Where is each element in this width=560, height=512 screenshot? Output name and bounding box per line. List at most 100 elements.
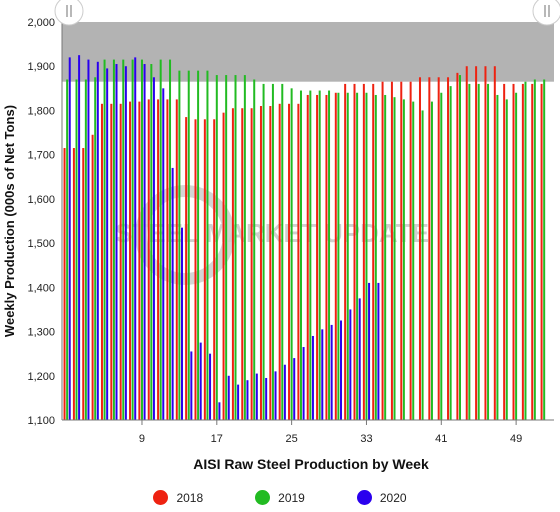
bar-2019-week-16[interactable] (206, 70, 209, 420)
bar-2019-week-14[interactable] (187, 70, 190, 420)
bar-2018-week-35[interactable] (381, 81, 384, 420)
bar-2020-week-17[interactable] (218, 402, 221, 420)
bar-2020-week-7[interactable] (124, 66, 127, 420)
bar-2018-week-3[interactable] (82, 148, 85, 420)
bar-2018-week-45[interactable] (475, 66, 478, 420)
bar-2019-week-43[interactable] (459, 75, 461, 420)
bar-2019-week-15[interactable] (197, 70, 200, 420)
bar-2020-week-2[interactable] (78, 55, 81, 420)
bar-2020-week-29[interactable] (330, 324, 333, 420)
bar-2020-week-26[interactable] (302, 347, 305, 420)
bar-2019-week-46[interactable] (487, 83, 490, 420)
bar-2020-week-24[interactable] (283, 364, 286, 420)
bar-2020-week-14[interactable] (190, 351, 193, 420)
bar-2019-week-44[interactable] (468, 83, 471, 420)
bar-2018-week-22[interactable] (259, 106, 262, 420)
bar-2019-week-12[interactable] (169, 59, 172, 420)
bar-2018-week-37[interactable] (400, 81, 403, 420)
bar-2020-week-5[interactable] (106, 68, 109, 420)
bar-2020-week-1[interactable] (68, 57, 71, 420)
bar-2019-week-10[interactable] (150, 64, 153, 420)
bar-2018-week-48[interactable] (503, 83, 506, 420)
bar-2018-week-27[interactable] (306, 94, 309, 420)
bar-2018-week-31[interactable] (344, 83, 347, 420)
bar-2020-week-32[interactable] (358, 298, 361, 420)
bar-2018-week-33[interactable] (362, 83, 365, 420)
bar-2020-week-18[interactable] (227, 375, 230, 420)
bar-2018-week-23[interactable] (269, 106, 272, 420)
bar-2019-week-48[interactable] (505, 99, 508, 420)
bar-2019-week-49[interactable] (515, 92, 518, 420)
bar-2018-week-52[interactable] (540, 83, 543, 420)
bar-2019-week-20[interactable] (243, 75, 246, 420)
bar-2019-week-24[interactable] (281, 83, 284, 420)
bar-2019-week-5[interactable] (103, 59, 106, 420)
bar-2020-week-34[interactable] (377, 282, 380, 420)
bar-2019-week-18[interactable] (225, 75, 228, 420)
bar-2019-week-25[interactable] (290, 88, 293, 420)
bar-2020-week-9[interactable] (143, 64, 146, 420)
bar-2018-week-9[interactable] (138, 101, 141, 420)
range-handle-right[interactable] (532, 0, 560, 26)
bar-2019-week-22[interactable] (262, 83, 265, 420)
bar-2019-week-51[interactable] (533, 79, 536, 420)
bar-2019-week-27[interactable] (309, 90, 312, 420)
bar-2018-week-41[interactable] (437, 77, 440, 420)
bar-2020-week-3[interactable] (87, 59, 90, 420)
bar-2018-week-12[interactable] (166, 99, 169, 420)
bar-2020-week-19[interactable] (237, 384, 240, 420)
bar-2020-week-31[interactable] (349, 309, 352, 420)
bar-2020-week-22[interactable] (265, 377, 268, 420)
bar-2018-week-24[interactable] (278, 103, 281, 420)
bar-2019-week-7[interactable] (122, 59, 125, 420)
bar-2019-week-21[interactable] (253, 79, 256, 420)
bar-2019-week-3[interactable] (84, 79, 87, 420)
bar-2018-week-1[interactable] (63, 148, 66, 420)
legend-item-2018[interactable]: 2018 (153, 490, 203, 505)
bar-2018-week-17[interactable] (213, 119, 216, 420)
bar-2020-week-12[interactable] (171, 167, 174, 420)
bar-2018-week-11[interactable] (157, 99, 160, 420)
bar-2020-week-10[interactable] (152, 77, 155, 420)
bar-2020-week-4[interactable] (96, 61, 99, 420)
bar-2019-week-37[interactable] (402, 99, 405, 420)
bar-2018-week-13[interactable] (175, 99, 178, 420)
bar-2019-week-1[interactable] (66, 79, 69, 420)
bar-2019-week-9[interactable] (140, 59, 143, 420)
bar-2018-week-49[interactable] (512, 83, 515, 420)
bar-2018-week-18[interactable] (222, 112, 225, 420)
bar-2020-week-13[interactable] (180, 227, 183, 420)
bar-2019-week-13[interactable] (178, 70, 181, 420)
bar-2019-week-39[interactable] (421, 110, 424, 420)
bar-2019-week-42[interactable] (449, 86, 452, 420)
bar-2019-week-17[interactable] (215, 75, 218, 420)
bar-2018-week-51[interactable] (531, 83, 534, 420)
bar-2020-week-23[interactable] (274, 371, 277, 420)
range-handle-left[interactable] (54, 0, 84, 26)
bar-2018-week-32[interactable] (353, 83, 356, 420)
bar-2018-week-25[interactable] (288, 103, 291, 420)
bar-2019-week-34[interactable] (374, 94, 377, 420)
bar-2018-week-7[interactable] (119, 103, 122, 420)
legend-item-2019[interactable]: 2019 (255, 490, 305, 505)
bar-2018-week-2[interactable] (72, 148, 75, 420)
bar-2018-week-50[interactable] (521, 83, 524, 420)
bar-2019-week-35[interactable] (384, 94, 387, 420)
legend-item-2020[interactable]: 2020 (356, 490, 407, 505)
bar-2019-week-2[interactable] (75, 79, 78, 420)
bar-2019-week-29[interactable] (328, 90, 331, 420)
bar-2020-week-15[interactable] (199, 342, 202, 420)
bar-2020-week-16[interactable] (209, 353, 212, 420)
bar-2019-week-31[interactable] (346, 92, 349, 420)
bar-2018-week-34[interactable] (372, 83, 375, 420)
bar-2020-week-28[interactable] (321, 329, 324, 420)
bar-2018-week-20[interactable] (241, 108, 244, 420)
bar-2018-week-42[interactable] (447, 77, 450, 420)
bar-2019-week-19[interactable] (234, 75, 237, 420)
bar-2018-week-46[interactable] (484, 66, 487, 420)
bar-2018-week-19[interactable] (231, 108, 234, 420)
bar-2018-week-30[interactable] (334, 92, 337, 420)
bar-2019-week-38[interactable] (412, 101, 415, 420)
bar-2018-week-5[interactable] (100, 103, 103, 420)
bar-2018-week-29[interactable] (325, 94, 328, 420)
